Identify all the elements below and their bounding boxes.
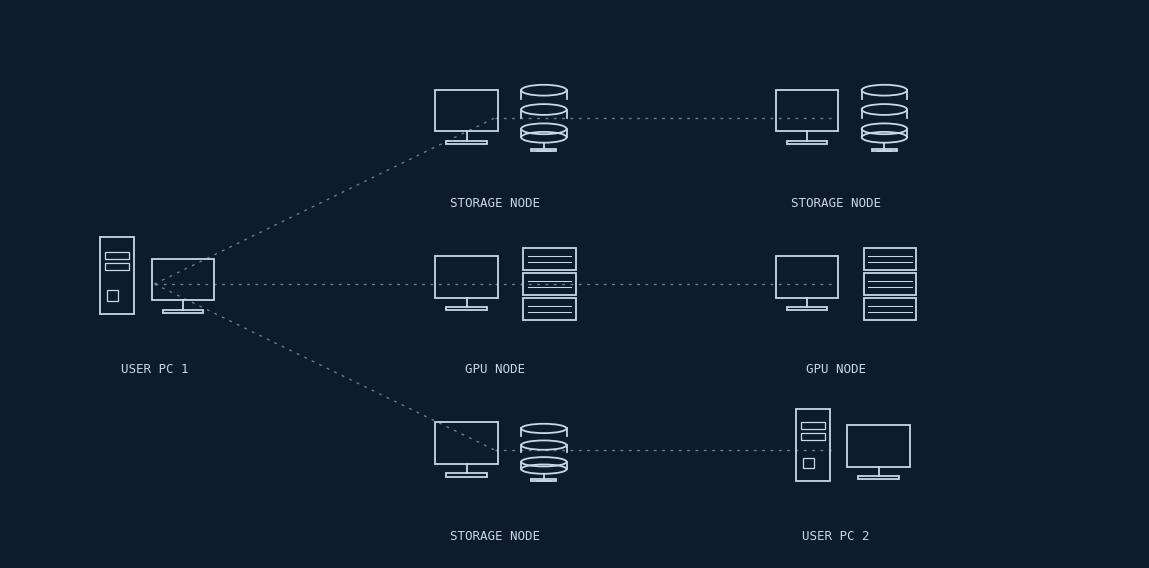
Text: USER PC 2: USER PC 2 <box>802 529 870 542</box>
Text: GPU NODE: GPU NODE <box>805 364 865 377</box>
Text: STORAGE NODE: STORAGE NODE <box>450 197 540 210</box>
Text: USER PC 1: USER PC 1 <box>121 364 188 377</box>
Text: STORAGE NODE: STORAGE NODE <box>791 197 880 210</box>
Text: GPU NODE: GPU NODE <box>465 364 525 377</box>
Text: STORAGE NODE: STORAGE NODE <box>450 529 540 542</box>
